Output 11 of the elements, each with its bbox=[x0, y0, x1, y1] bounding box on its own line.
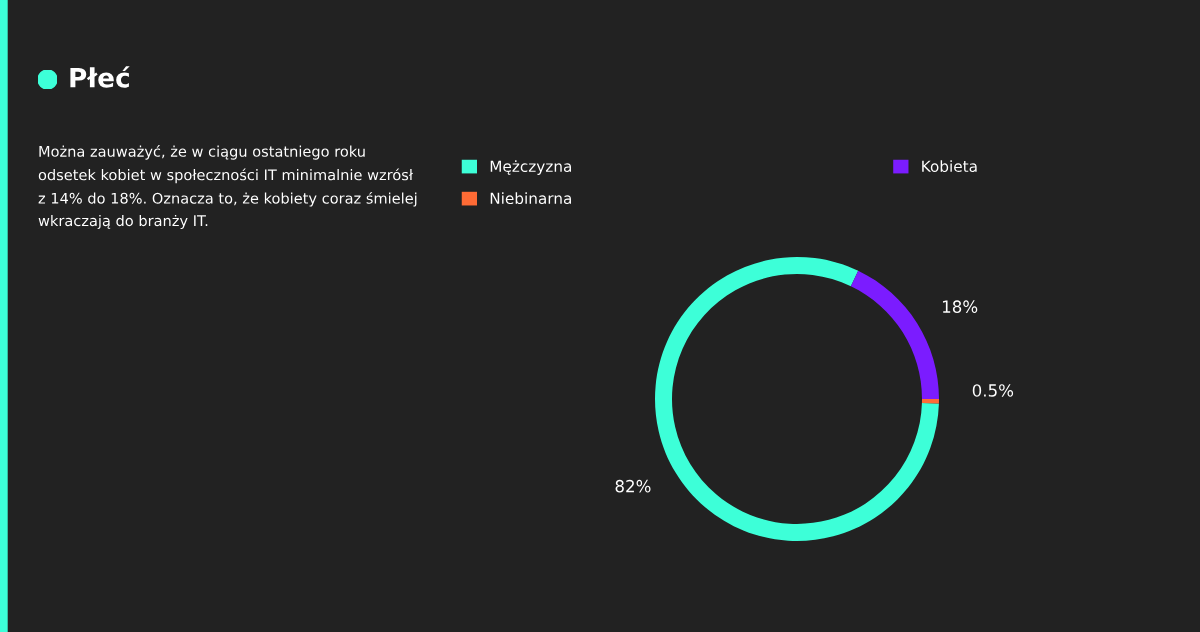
legend-label: Mężczyzna bbox=[490, 160, 571, 175]
legend-label: Kobieta bbox=[922, 160, 977, 173]
legend-label: Niebinarna bbox=[490, 192, 571, 205]
data-label: 82% bbox=[615, 479, 651, 493]
data-label: 0.5% bbox=[972, 384, 1014, 397]
donut-slice bbox=[850, 270, 939, 400]
donut-slice bbox=[655, 257, 939, 541]
text: Płeć bbox=[70, 66, 130, 88]
data-label: 18% bbox=[942, 300, 978, 313]
donut-slice bbox=[921, 399, 939, 404]
text: Można zauważyć, że w ciągu ostatniego roku odsetek kobiet w społeczności IT minimalnie wzrósł z 14% do 18%. Oznacza to, że kobiety coraz śmielej wkraczają do branży IT. bbox=[38, 145, 417, 230]
